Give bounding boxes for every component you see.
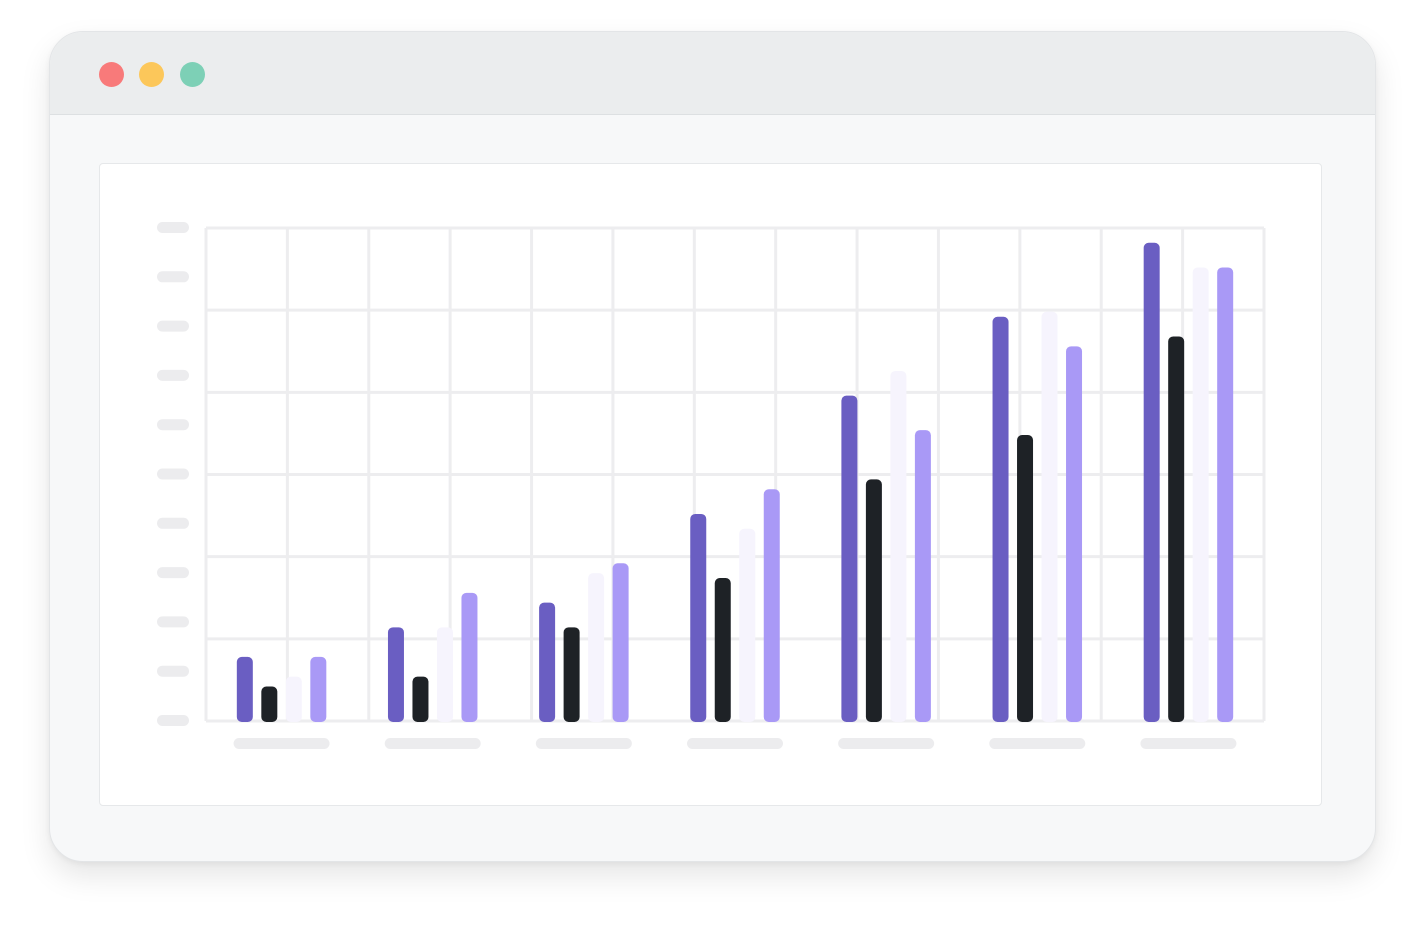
bar-chart <box>157 222 1266 749</box>
maximize-dot[interactable] <box>180 62 205 87</box>
x-tick-label <box>1140 738 1237 749</box>
y-tick-label <box>157 517 189 529</box>
bar <box>714 578 731 722</box>
bar <box>1143 242 1160 722</box>
bar <box>890 370 907 722</box>
x-tick-label <box>233 738 330 749</box>
x-tick-label <box>838 738 935 749</box>
window-titlebar <box>50 32 1375 115</box>
bar <box>461 592 478 722</box>
bar <box>914 430 931 722</box>
bar <box>1017 435 1034 722</box>
bar <box>387 627 404 722</box>
y-tick-label <box>157 616 189 628</box>
chart-card <box>99 163 1322 806</box>
y-tick-label <box>157 665 189 677</box>
y-tick-label <box>157 715 189 726</box>
bar <box>1168 336 1185 722</box>
bar <box>539 602 556 722</box>
bar <box>436 627 453 722</box>
y-tick-label <box>157 271 189 283</box>
bar <box>763 489 780 722</box>
bar <box>261 686 278 722</box>
bar <box>865 479 882 722</box>
y-tick-label <box>157 468 189 480</box>
bar <box>1217 267 1234 722</box>
y-tick-label <box>157 320 189 332</box>
x-tick-label <box>687 738 783 749</box>
bar <box>1041 311 1058 722</box>
bar <box>841 395 858 722</box>
bar <box>1066 346 1083 722</box>
bar <box>690 513 707 722</box>
bar <box>285 676 302 722</box>
close-dot[interactable] <box>99 62 124 87</box>
x-tick-label <box>384 738 481 749</box>
bar <box>236 656 253 722</box>
bar <box>992 316 1009 722</box>
bar <box>612 563 629 722</box>
minimize-dot[interactable] <box>139 62 164 87</box>
bar <box>310 656 327 722</box>
bar <box>588 573 605 722</box>
bar <box>412 676 429 722</box>
y-tick-label <box>157 222 189 233</box>
bar <box>739 528 756 722</box>
y-tick-label <box>157 419 189 431</box>
browser-window <box>49 31 1376 862</box>
x-tick-label <box>989 738 1086 749</box>
x-tick-label <box>535 738 632 749</box>
y-tick-label <box>157 369 189 381</box>
bar <box>1192 267 1209 722</box>
bar <box>563 627 580 722</box>
y-tick-label <box>157 567 189 579</box>
